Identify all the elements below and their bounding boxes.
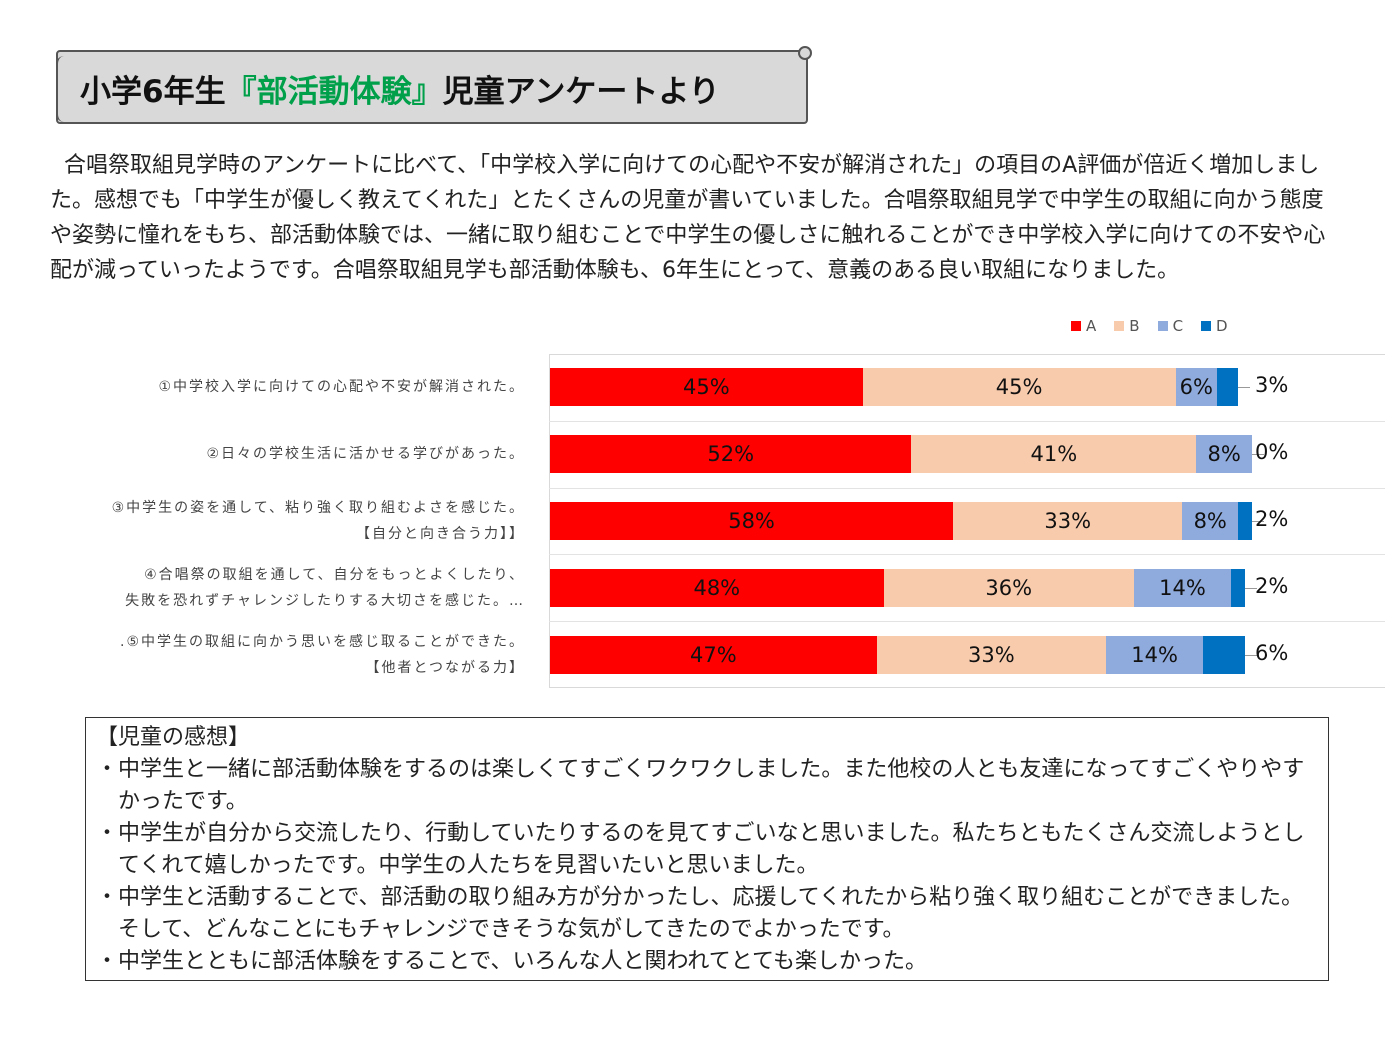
data-label-d: 6% bbox=[1255, 640, 1289, 665]
data-label: 48% bbox=[693, 575, 741, 600]
data-label: 8% bbox=[1193, 509, 1227, 533]
bar-segment-a: 58% bbox=[550, 502, 954, 540]
category-label: ④合唱祭の取組を通して、自分をもっとよくしたり、失敗を恐れずチャレンジしたりする… bbox=[125, 562, 525, 614]
data-label-d: 0% bbox=[1255, 440, 1289, 465]
data-label: 36% bbox=[985, 575, 1033, 600]
data-label: 41% bbox=[1030, 442, 1078, 467]
bar-segment-a: 52% bbox=[550, 435, 912, 474]
comments-heading: 【児童の感想】 bbox=[96, 725, 251, 750]
category-label-line: ①中学校入学に向けての心配や不安が解消された。 bbox=[158, 379, 525, 396]
comment-item: ・中学生が自分から交流したり、行動していたりするのを見てすごいなと思いました。私… bbox=[96, 821, 1305, 878]
bar-segment-b: 36% bbox=[883, 568, 1134, 607]
leader-line bbox=[1251, 521, 1264, 522]
bar-segment-d bbox=[1203, 635, 1245, 674]
category-label: ①中学校入学に向けての心配や不安が解消された。 bbox=[158, 374, 525, 400]
data-label: 8% bbox=[1207, 442, 1241, 467]
data-label: 6% bbox=[1179, 375, 1213, 400]
category-label-line: 【自分と向き合う力】】 bbox=[356, 526, 525, 542]
leader-line bbox=[1245, 654, 1257, 656]
bar-segment-c: 14% bbox=[1133, 568, 1232, 607]
data-label-d: 3% bbox=[1255, 373, 1289, 398]
bar-segment-a: 47% bbox=[550, 635, 877, 674]
row-separator bbox=[549, 487, 1385, 489]
intro-paragraph: 合唱祭取組見学時のアンケートに比べて、「中学校入学に向けての心配や不安が解消され… bbox=[50, 153, 1326, 283]
legend-swatch bbox=[1201, 321, 1212, 331]
data-label: 14% bbox=[1131, 642, 1178, 667]
title-highlight: 『部活動体験』 bbox=[225, 74, 443, 110]
legend-entry-a: A bbox=[1071, 316, 1096, 336]
bar-segment-d bbox=[1217, 368, 1239, 407]
data-label: 52% bbox=[707, 442, 755, 467]
category-label: .⑤中学生の取組に向かう思いを感じ取ることができた。【他者とつながる力】 bbox=[120, 629, 525, 681]
bar-segment-c: 8% bbox=[1196, 435, 1252, 474]
data-label: 47% bbox=[689, 642, 737, 667]
bar-segment-d bbox=[1238, 502, 1252, 540]
legend-entry-c: C bbox=[1157, 316, 1184, 336]
category-label-line: 失敗を恐れずチャレンジしたりする大切さを感じた。… bbox=[125, 592, 525, 609]
bar-segment-a: 45% bbox=[550, 368, 863, 407]
comment-item: ・中学生とともに部活体験をすることで、いろんな人と関われてとても楽しかった。 bbox=[96, 949, 927, 974]
legend-label: D bbox=[1216, 317, 1228, 335]
bar-segment-b: 41% bbox=[911, 435, 1197, 474]
row-separator bbox=[549, 554, 1385, 556]
scroll-curl-left bbox=[56, 56, 72, 122]
bar-segment-a: 48% bbox=[550, 568, 884, 607]
bar-segment-b: 45% bbox=[862, 368, 1176, 407]
category-label: ③中学生の姿を通して、粘り強く取り組むよさを感じた。【自分と向き合う力】】 bbox=[112, 495, 525, 547]
bar-segment-b: 33% bbox=[953, 502, 1183, 540]
bar-segment-c: 14% bbox=[1106, 635, 1204, 674]
row-separator bbox=[549, 621, 1385, 623]
bar-segment-d bbox=[1231, 568, 1245, 607]
bar-segment-c: 8% bbox=[1182, 502, 1239, 540]
row-separator bbox=[549, 420, 1385, 422]
data-label: 58% bbox=[728, 509, 775, 533]
comments-box: 【児童の感想】 ・中学生と一緒に部活動体験をするのは楽しくてすごくワクワクしまし… bbox=[85, 717, 1329, 981]
chart-legend: A B C D bbox=[1071, 316, 1228, 336]
leader-line bbox=[1238, 387, 1251, 389]
legend-swatch bbox=[1114, 321, 1125, 331]
scroll-curl-right bbox=[798, 46, 812, 60]
legend-swatch bbox=[1071, 321, 1081, 331]
data-label-d: 2% bbox=[1255, 573, 1289, 598]
data-label: 33% bbox=[967, 642, 1015, 667]
category-label: ②日々の学校生活に活かせる学びがあった。 bbox=[206, 441, 525, 467]
leader-line bbox=[1251, 454, 1264, 456]
legend-label: B bbox=[1129, 317, 1140, 335]
legend-entry-b: B bbox=[1114, 316, 1140, 336]
category-label-line: .⑤中学生の取組に向かう思いを感じ取ることができた。 bbox=[120, 633, 525, 650]
data-label: 33% bbox=[1044, 509, 1092, 533]
leader-line bbox=[1245, 587, 1257, 589]
data-label: 14% bbox=[1159, 575, 1206, 600]
category-label-line: ③中学生の姿を通して、粘り強く取り組むよさを感じた。 bbox=[111, 500, 525, 516]
title-banner: 小学6年生『部活動体験』児童アンケートより bbox=[56, 46, 812, 124]
data-label-d: 2% bbox=[1255, 507, 1289, 531]
legend-entry-d: D bbox=[1201, 316, 1228, 336]
page-title: 小学6年生『部活動体験』児童アンケートより bbox=[80, 66, 720, 111]
legend-label: C bbox=[1172, 317, 1184, 335]
comment-item: ・中学生と活動することで、部活動の取り組み方が分かったし、応援してくれたから粘り… bbox=[96, 885, 1304, 942]
category-label-line: 【他者とつながる力】 bbox=[365, 659, 525, 676]
comment-item: ・中学生と一緒に部活動体験をするのは楽しくてすごくワクワクしました。また他校の人… bbox=[96, 757, 1305, 814]
bar-segment-c: 6% bbox=[1175, 368, 1218, 407]
title-pre: 小学6年生 bbox=[80, 74, 226, 110]
chart-plot-area bbox=[549, 354, 1385, 688]
legend-swatch bbox=[1157, 321, 1168, 331]
legend-label: A bbox=[1086, 317, 1097, 335]
data-label: 45% bbox=[683, 375, 730, 400]
category-label-line: ②日々の学校生活に活かせる学びがあった。 bbox=[206, 446, 525, 463]
category-label-line: ④合唱祭の取組を通して、自分をもっとよくしたり、 bbox=[144, 566, 525, 583]
title-post: 児童アンケートより bbox=[442, 74, 720, 110]
bar-segment-b: 33% bbox=[876, 635, 1106, 674]
data-label: 45% bbox=[995, 375, 1043, 400]
